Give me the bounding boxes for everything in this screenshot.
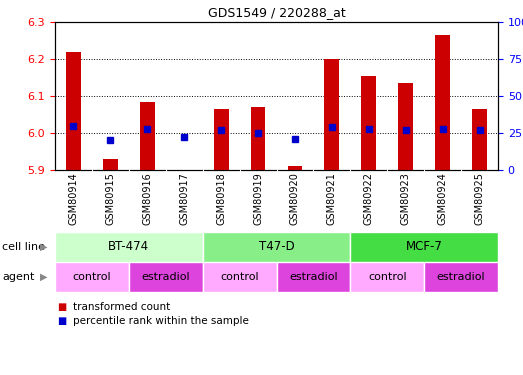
Text: control: control	[368, 272, 406, 282]
Text: ▶: ▶	[40, 272, 48, 282]
Bar	[251, 107, 266, 170]
Text: control: control	[220, 272, 259, 282]
Text: GSM80920: GSM80920	[290, 172, 300, 225]
FancyBboxPatch shape	[203, 262, 277, 292]
Bar	[140, 102, 155, 170]
Bar	[435, 35, 450, 170]
Text: GSM80924: GSM80924	[438, 172, 448, 225]
FancyBboxPatch shape	[129, 262, 203, 292]
Text: BT-474: BT-474	[108, 240, 150, 254]
Bar	[288, 166, 302, 170]
Text: percentile rank within the sample: percentile rank within the sample	[73, 316, 248, 326]
Text: GSM80916: GSM80916	[142, 172, 152, 225]
Bar	[472, 109, 487, 170]
Text: GSM80922: GSM80922	[364, 172, 374, 225]
Text: GSM80915: GSM80915	[105, 172, 116, 225]
Bar	[324, 59, 339, 170]
Text: GSM80914: GSM80914	[69, 172, 78, 225]
Text: cell line: cell line	[2, 242, 45, 252]
FancyBboxPatch shape	[203, 232, 350, 262]
Bar	[66, 52, 81, 170]
Text: GSM80923: GSM80923	[401, 172, 411, 225]
FancyBboxPatch shape	[55, 262, 129, 292]
Text: ■: ■	[57, 316, 66, 326]
Text: MCF-7: MCF-7	[406, 240, 442, 254]
FancyBboxPatch shape	[277, 262, 350, 292]
Text: GSM80925: GSM80925	[474, 172, 484, 225]
FancyBboxPatch shape	[424, 262, 498, 292]
Bar	[399, 83, 413, 170]
Bar	[103, 159, 118, 170]
Text: GSM80918: GSM80918	[216, 172, 226, 225]
Text: transformed count: transformed count	[73, 302, 170, 312]
Text: ■: ■	[57, 302, 66, 312]
Text: estradiol: estradiol	[437, 272, 485, 282]
Bar	[214, 109, 229, 170]
Text: estradiol: estradiol	[289, 272, 338, 282]
Title: GDS1549 / 220288_at: GDS1549 / 220288_at	[208, 6, 345, 20]
Text: control: control	[73, 272, 111, 282]
Bar	[361, 76, 376, 170]
FancyBboxPatch shape	[55, 232, 203, 262]
Text: GSM80919: GSM80919	[253, 172, 263, 225]
Text: ▶: ▶	[40, 242, 48, 252]
FancyBboxPatch shape	[350, 262, 424, 292]
FancyBboxPatch shape	[350, 232, 498, 262]
Text: GSM80917: GSM80917	[179, 172, 189, 225]
Text: GSM80921: GSM80921	[327, 172, 337, 225]
Text: T47-D: T47-D	[259, 240, 294, 254]
Text: estradiol: estradiol	[141, 272, 190, 282]
Text: agent: agent	[2, 272, 35, 282]
